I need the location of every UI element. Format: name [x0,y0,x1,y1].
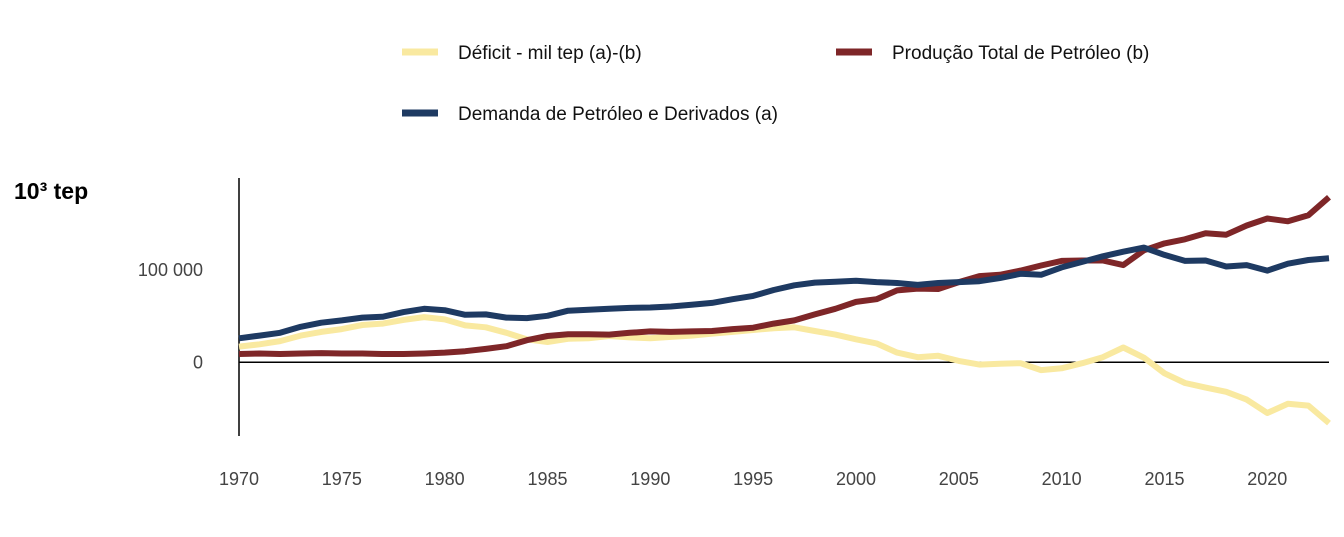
x-tick-label: 2020 [1247,469,1287,489]
x-tick-label: 2005 [939,469,979,489]
x-tick-label: 1975 [322,469,362,489]
y-unit-label: 10³ tep [14,178,88,204]
legend-label-demanda: Demanda de Petróleo e Derivados (a) [458,104,778,125]
x-tick-label: 2000 [836,469,876,489]
x-tick-label: 2010 [1042,469,1082,489]
series-line-demanda-de-petroleo-e-derivados-a [238,244,1330,342]
x-tick-label: 1985 [527,469,567,489]
x-tick-label: 2015 [1144,469,1184,489]
y-tick-label: 0 [193,352,203,372]
y-tick-label: 100 000 [138,260,203,280]
x-tick-labels: 1970 1975 1980 1985 1990 1995 2000 2005 2010 2015… [219,469,1287,489]
x-tick-label: 1980 [425,469,465,489]
legend: Déficit - mil tep (a)-(b) Produção Total… [402,43,1149,125]
y-tick-labels: 0 100 000 [138,260,203,372]
x-tick-label: 1990 [630,469,670,489]
x-tick-label: 1995 [733,469,773,489]
legend-label-producao: Produção Total de Petróleo (b) [892,43,1149,64]
legend-label-deficit: Déficit - mil tep (a)-(b) [458,43,642,64]
series-line-deficit-mil-tep-a-b [238,314,1331,426]
x-tick-label: 1970 [219,469,259,489]
series-lines [238,195,1331,426]
